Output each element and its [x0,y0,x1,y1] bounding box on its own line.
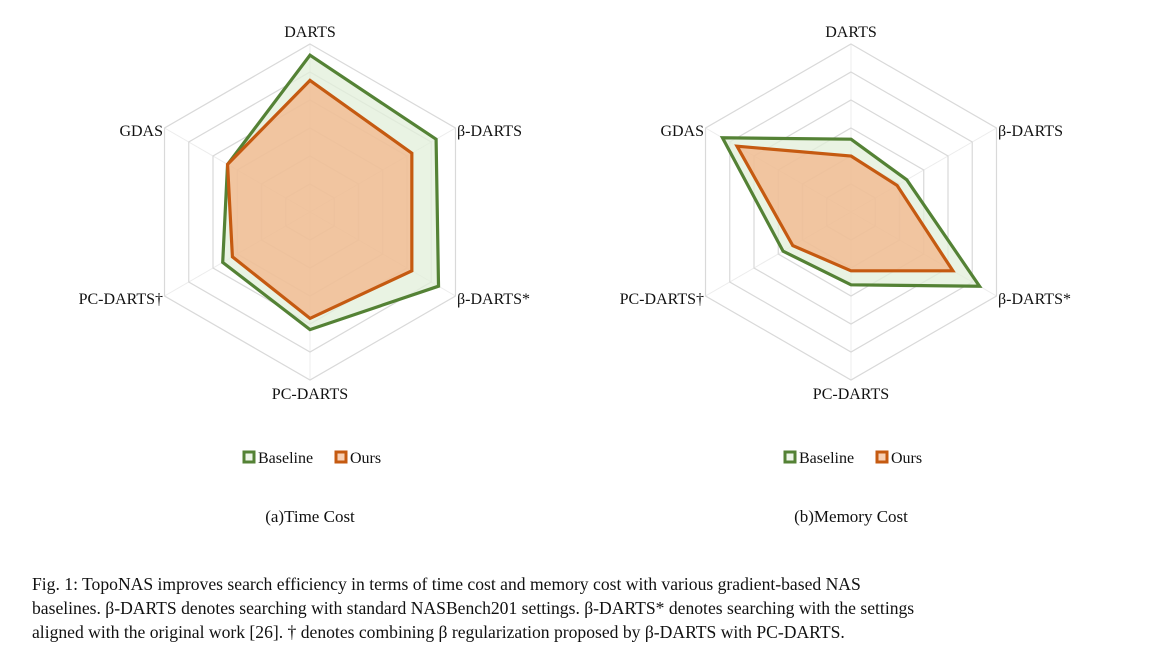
axis-label: GDAS [660,123,704,140]
legend-swatch-baseline [783,450,797,464]
legend-label-ours: Ours [350,450,381,467]
radar-chart-time-cost: DARTS β-DARTS β-DARTS* PC-DARTS PC-DARTS† GDA… [79,24,530,526]
legend-swatch-ours [875,450,889,464]
legend-label-ours: Ours [891,450,922,467]
radar-chart-memory-cost: DARTS β-DARTS β-DARTS* PC-DARTS PC-DARTS† GDA… [620,24,1071,526]
legend-swatch-ours [334,450,348,464]
axis-label: β-DARTS* [998,291,1071,308]
axis-label: PC-DARTS† [79,291,163,308]
axis-label: GDAS [119,123,163,140]
axis-label: PC-DARTS [813,386,889,403]
legend-label-baseline: Baseline [258,450,313,467]
chart-title: (b)Memory Cost [794,507,908,526]
chart-title: (a)Time Cost [265,507,355,526]
axis-label: β-DARTS [457,123,522,140]
caption-line: Fig. 1: TopoNAS improves search efficien… [32,574,861,594]
series-ours-area [225,78,414,321]
caption-line: baselines. β-DARTS denotes searching wit… [32,598,915,618]
legend-swatch-baseline [242,450,256,464]
axis-label: PC-DARTS [272,386,348,403]
figure-caption: Fig. 1: TopoNAS improves search efficien… [32,572,1128,644]
axis-label: PC-DARTS† [620,291,704,308]
axis-label: DARTS [284,24,336,41]
series-ours-area [734,144,956,273]
axis-label: β-DARTS [998,123,1063,140]
axis-label: DARTS [825,24,877,41]
legend-label-baseline: Baseline [799,450,854,467]
figure-canvas: DARTS β-DARTS β-DARTS* PC-DARTS PC-DARTS† GDA… [79,24,1071,526]
axis-label: β-DARTS* [457,291,530,308]
caption-line: aligned with the original work [26]. † d… [32,622,845,642]
